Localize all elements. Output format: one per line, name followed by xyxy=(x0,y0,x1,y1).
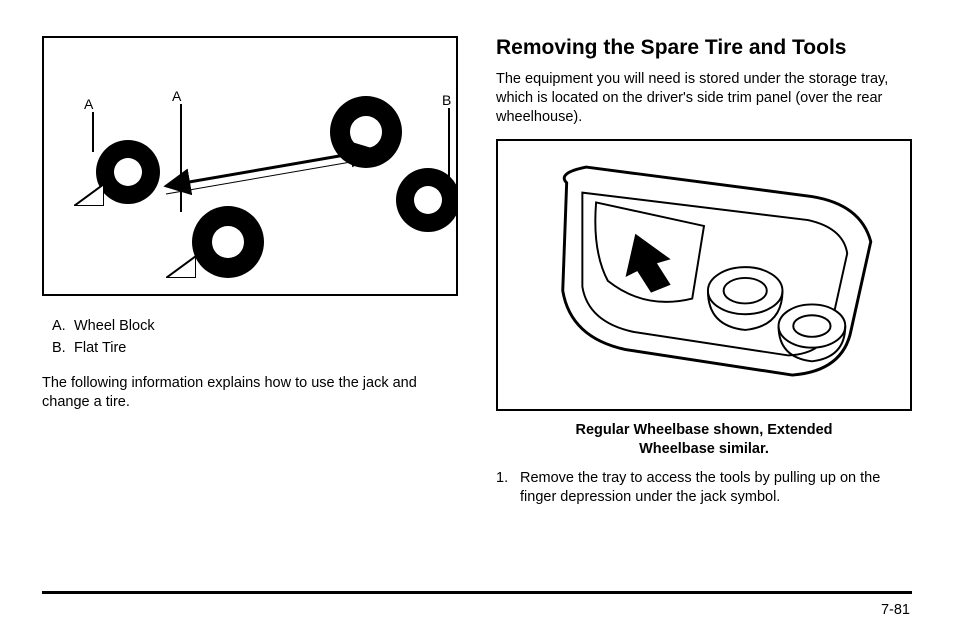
legend-text: Flat Tire xyxy=(74,340,126,356)
storage-tray-illustration xyxy=(498,141,910,409)
legend-key: B. xyxy=(52,340,74,356)
left-paragraph: The following information explains how t… xyxy=(42,374,458,412)
legend-item: A. Wheel Block xyxy=(52,318,458,334)
legend-text: Wheel Block xyxy=(74,318,155,334)
legend-item: B. Flat Tire xyxy=(52,340,458,356)
steps-list: Remove the tray to access the tools by p… xyxy=(496,469,912,507)
wheel-block-icon xyxy=(166,250,196,278)
figure-caption: Regular Wheelbase shown, Extended Wheelb… xyxy=(544,421,864,459)
double-arrow-icon xyxy=(44,38,458,296)
figure-legend: A. Wheel Block B. Flat Tire xyxy=(52,318,458,356)
footer-rule xyxy=(42,591,912,594)
page-number: 7-81 xyxy=(881,602,910,618)
figure-storage-tray xyxy=(496,139,912,411)
wheel-block-icon xyxy=(74,178,104,206)
step-item: Remove the tray to access the tools by p… xyxy=(496,469,912,507)
legend-key: A. xyxy=(52,318,74,334)
section-heading: Removing the Spare Tire and Tools xyxy=(496,36,912,60)
intro-paragraph: The equipment you will need is stored un… xyxy=(496,70,912,127)
figure-wheel-blocks: A A B xyxy=(42,36,458,296)
